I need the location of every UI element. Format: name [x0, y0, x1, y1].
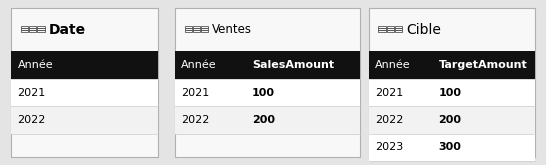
- Bar: [378, 28, 385, 30]
- Bar: [175, 79, 360, 106]
- Text: 100: 100: [438, 88, 461, 98]
- FancyBboxPatch shape: [369, 8, 535, 157]
- Text: 2023: 2023: [375, 142, 403, 152]
- Text: 2021: 2021: [17, 88, 46, 98]
- Bar: [193, 28, 200, 30]
- Text: Date: Date: [49, 23, 86, 37]
- Text: Cible: Cible: [406, 23, 441, 37]
- Text: 200: 200: [438, 115, 461, 125]
- FancyBboxPatch shape: [175, 8, 360, 157]
- Bar: [29, 28, 36, 30]
- Bar: [21, 30, 28, 32]
- Bar: [21, 26, 28, 28]
- Bar: [369, 51, 535, 79]
- Bar: [29, 26, 36, 28]
- Bar: [175, 106, 360, 134]
- Bar: [11, 106, 158, 134]
- Text: SalesAmount: SalesAmount: [252, 60, 334, 70]
- Bar: [11, 51, 158, 79]
- Text: 2022: 2022: [181, 115, 210, 125]
- Bar: [201, 26, 209, 28]
- Text: 200: 200: [252, 115, 275, 125]
- Text: 2022: 2022: [375, 115, 403, 125]
- Bar: [387, 28, 394, 30]
- Bar: [369, 79, 535, 106]
- Bar: [395, 26, 402, 28]
- Bar: [201, 28, 209, 30]
- Text: TargetAmount: TargetAmount: [438, 60, 527, 70]
- Text: 2021: 2021: [375, 88, 403, 98]
- Text: Année: Année: [181, 60, 217, 70]
- Text: Ventes: Ventes: [212, 23, 252, 36]
- Bar: [29, 30, 36, 32]
- Bar: [37, 30, 45, 32]
- Bar: [193, 26, 200, 28]
- Bar: [395, 28, 402, 30]
- Bar: [37, 26, 45, 28]
- Bar: [378, 26, 385, 28]
- Bar: [387, 26, 394, 28]
- Bar: [185, 30, 192, 32]
- FancyBboxPatch shape: [11, 8, 158, 157]
- Bar: [378, 30, 385, 32]
- Text: Année: Année: [17, 60, 53, 70]
- Bar: [395, 30, 402, 32]
- Bar: [11, 79, 158, 106]
- Bar: [185, 26, 192, 28]
- Text: 100: 100: [252, 88, 275, 98]
- Text: 2021: 2021: [181, 88, 210, 98]
- Bar: [193, 30, 200, 32]
- Bar: [37, 28, 45, 30]
- Bar: [369, 134, 535, 161]
- Bar: [175, 51, 360, 79]
- Text: Année: Année: [375, 60, 411, 70]
- Text: 2022: 2022: [17, 115, 46, 125]
- Text: 300: 300: [438, 142, 461, 152]
- Bar: [369, 106, 535, 134]
- Bar: [201, 30, 209, 32]
- Bar: [185, 28, 192, 30]
- Bar: [21, 28, 28, 30]
- Bar: [387, 30, 394, 32]
